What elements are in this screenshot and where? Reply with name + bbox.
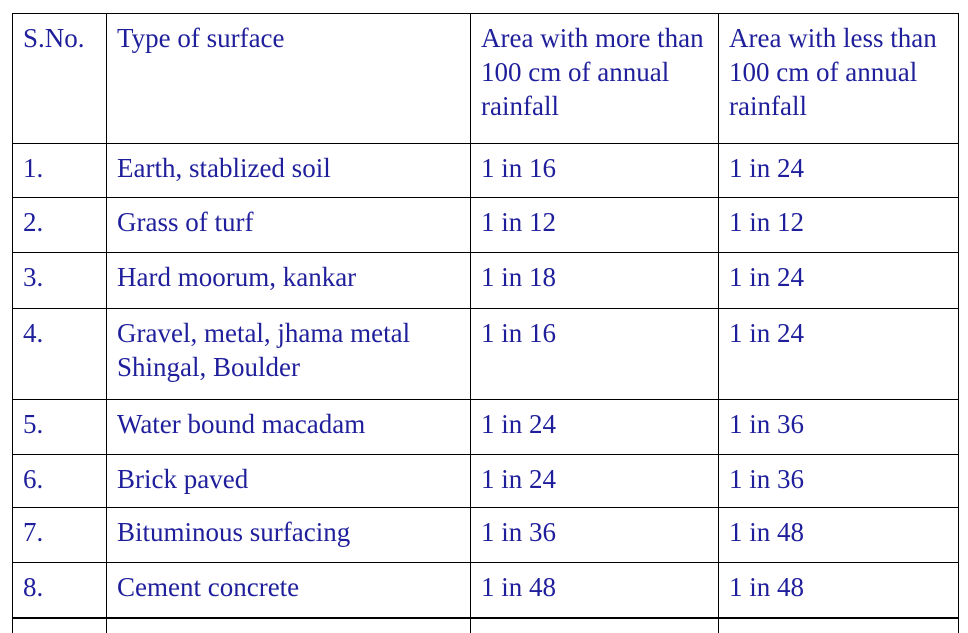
header-row: S.No. Type of surface Area with more tha… bbox=[12, 13, 959, 144]
cell-sno: 4. bbox=[12, 308, 107, 400]
cell-surface bbox=[106, 617, 471, 633]
cell-surface: Gravel, metal, jhama metal Shingal, Boul… bbox=[106, 308, 471, 400]
table-row: 7. Bituminous surfacing 1 in 36 1 in 48 bbox=[12, 507, 959, 563]
cell-sno: 5. bbox=[12, 399, 107, 455]
cell-sno: 3. bbox=[12, 252, 107, 309]
table-header: S.No. Type of surface Area with more tha… bbox=[12, 13, 959, 144]
table-row: 6. Brick paved 1 in 24 1 in 36 bbox=[12, 454, 959, 508]
cell-surface: Bituminous surfacing bbox=[106, 507, 471, 563]
cell-more-rainfall bbox=[470, 617, 719, 633]
cell-more-rainfall: 1 in 16 bbox=[470, 308, 719, 400]
cell-less-rainfall: 1 in 24 bbox=[718, 252, 959, 309]
cell-more-rainfall: 1 in 16 bbox=[470, 143, 719, 198]
cell-more-rainfall: 1 in 48 bbox=[470, 562, 719, 619]
cell-surface: Brick paved bbox=[106, 454, 471, 508]
cell-more-rainfall: 1 in 24 bbox=[470, 454, 719, 508]
cell-more-rainfall: 1 in 18 bbox=[470, 252, 719, 309]
cell-sno bbox=[12, 617, 107, 633]
cell-surface: Grass of turf bbox=[106, 197, 471, 253]
cell-less-rainfall bbox=[718, 617, 959, 633]
table-row: 2. Grass of turf 1 in 12 1 in 12 bbox=[12, 197, 959, 253]
cell-sno: 2. bbox=[12, 197, 107, 253]
cell-more-rainfall: 1 in 36 bbox=[470, 507, 719, 563]
table-row: 1. Earth, stablized soil 1 in 16 1 in 24 bbox=[12, 143, 959, 198]
table-row: 5. Water bound macadam 1 in 24 1 in 36 bbox=[12, 399, 959, 455]
table-row: 3. Hard moorum, kankar 1 in 18 1 in 24 bbox=[12, 252, 959, 309]
cell-less-rainfall: 1 in 48 bbox=[718, 507, 959, 563]
cell-more-rainfall: 1 in 24 bbox=[470, 399, 719, 455]
table-row: 4. Gravel, metal, jhama metal Shingal, B… bbox=[12, 308, 959, 400]
table-row-cutoff bbox=[12, 617, 959, 633]
cell-less-rainfall: 1 in 24 bbox=[718, 143, 959, 198]
cell-less-rainfall: 1 in 36 bbox=[718, 399, 959, 455]
cell-sno: 6. bbox=[12, 454, 107, 508]
cell-less-rainfall: 1 in 48 bbox=[718, 562, 959, 619]
cell-sno: 7. bbox=[12, 507, 107, 563]
cell-surface: Earth, stablized soil bbox=[106, 143, 471, 198]
cell-less-rainfall: 1 in 36 bbox=[718, 454, 959, 508]
cell-less-rainfall: 1 in 24 bbox=[718, 308, 959, 400]
column-header-less-rainfall: Area with less than 100 cm of annual rai… bbox=[718, 13, 959, 144]
column-header-surface-type: Type of surface bbox=[106, 13, 471, 144]
surface-gradient-table: S.No. Type of surface Area with more tha… bbox=[12, 13, 959, 633]
cell-surface: Water bound macadam bbox=[106, 399, 471, 455]
column-header-more-rainfall: Area with more than 100 cm of annual rai… bbox=[470, 13, 719, 144]
cell-sno: 8. bbox=[12, 562, 107, 619]
table-body: 1. Earth, stablized soil 1 in 16 1 in 24… bbox=[12, 143, 959, 633]
cell-surface: Hard moorum, kankar bbox=[106, 252, 471, 309]
column-header-sno: S.No. bbox=[12, 13, 107, 144]
table-row: 8. Cement concrete 1 in 48 1 in 48 bbox=[12, 562, 959, 619]
cell-more-rainfall: 1 in 12 bbox=[470, 197, 719, 253]
cell-sno: 1. bbox=[12, 143, 107, 198]
cell-less-rainfall: 1 in 12 bbox=[718, 197, 959, 253]
cell-surface: Cement concrete bbox=[106, 562, 471, 619]
